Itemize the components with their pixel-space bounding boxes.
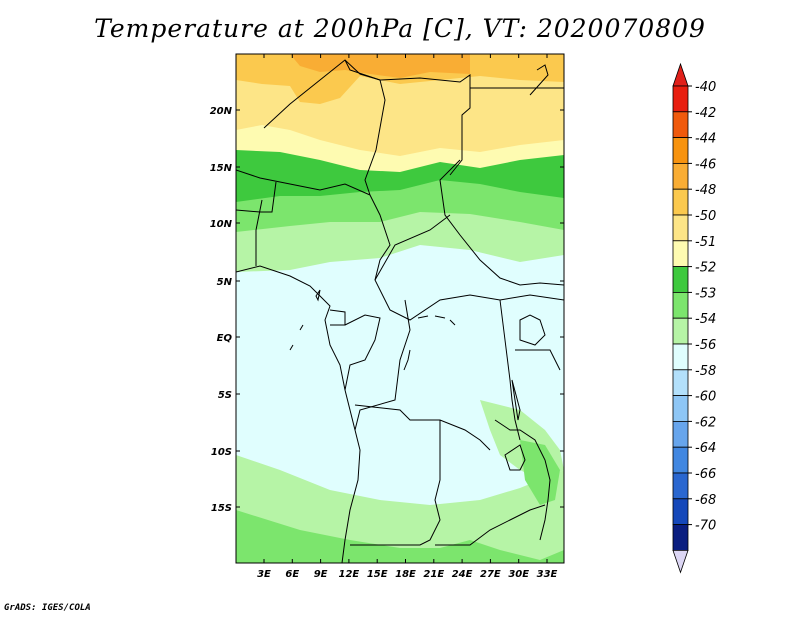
colorbar-label: -54 xyxy=(695,312,716,327)
lat-tick-label: 15N xyxy=(210,163,233,174)
colorbar-swatch xyxy=(672,369,689,396)
lon-tick-label: 24E xyxy=(452,569,473,580)
temperature-field xyxy=(236,54,564,563)
map-title: Temperature at 200hPa [C], VT: 202007080… xyxy=(94,14,706,43)
colorbar-label: -44 xyxy=(695,132,716,147)
colorbar: -40 -42 -44 -46 -48 -50 -51 -52 -53 -54 -56 -58 -60 -… xyxy=(672,62,716,574)
colorbar-swatch xyxy=(672,214,689,242)
colorbar-swatch xyxy=(672,524,689,551)
colorbar-label: -62 xyxy=(695,415,716,430)
lon-tick-label: 12E xyxy=(339,569,360,580)
colorbar-label: -60 xyxy=(695,390,716,405)
colorbar-label: -68 xyxy=(695,493,716,508)
colorbar-swatch xyxy=(672,291,689,319)
colorbar-label: -53 xyxy=(695,286,716,301)
colorbar-label: -40 xyxy=(695,80,716,95)
footer-credit: GrADS: IGES/COLA xyxy=(4,603,91,613)
lat-tick-label: 5S xyxy=(218,390,232,401)
colorbar-swatch xyxy=(672,111,689,139)
lon-tick-label: 33E xyxy=(537,569,558,580)
colorbar-swatch xyxy=(672,395,689,422)
colorbar-swatch xyxy=(672,446,689,474)
colorbar-label: -58 xyxy=(695,364,716,379)
lat-tick-label: 10N xyxy=(210,219,233,230)
colorbar-label: -70 xyxy=(695,519,716,534)
lon-tick-label: 9E xyxy=(314,569,328,580)
lon-tick-label: 18E xyxy=(395,569,416,580)
lon-tick-label: 3E xyxy=(257,569,271,580)
lon-tick-label: 30E xyxy=(508,569,529,580)
colorbar-label: -48 xyxy=(695,183,716,198)
colorbar-over-triangle xyxy=(672,62,689,87)
colorbar-swatch xyxy=(672,472,689,500)
plot-frame xyxy=(235,53,565,564)
latitude-axis: 20N 15N 10N 5N EQ 5S 10S 15S xyxy=(210,106,564,514)
lat-tick-label: 20N xyxy=(210,106,233,117)
colorbar-label: -42 xyxy=(695,106,716,121)
lon-tick-label: 6E xyxy=(285,569,299,580)
colorbar-swatch xyxy=(672,240,689,268)
colorbar-swatch xyxy=(672,188,689,216)
colorbar-label: -52 xyxy=(695,261,716,276)
longitude-axis: 3E 6E 9E 12E 15E 18E 21E 24E 27E 30E 33E xyxy=(257,54,558,580)
lat-tick-label: 5N xyxy=(217,277,233,288)
colorbar-swatch xyxy=(672,498,689,525)
lon-tick-label: 21E xyxy=(423,569,444,580)
colorbar-swatch xyxy=(672,162,689,190)
colorbar-swatch xyxy=(672,137,689,164)
lat-tick-label: 15S xyxy=(211,503,232,514)
colorbar-label: -50 xyxy=(695,209,716,224)
lat-tick-label: 10S xyxy=(211,447,232,458)
colorbar-label: -56 xyxy=(695,338,716,353)
colorbar-swatch xyxy=(672,317,689,345)
lat-tick-label: EQ xyxy=(217,333,233,344)
colorbar-under-triangle xyxy=(672,550,689,574)
colorbar-label: -51 xyxy=(695,235,716,250)
lon-tick-label: 27E xyxy=(480,569,501,580)
lon-tick-label: 15E xyxy=(367,569,388,580)
colorbar-swatch xyxy=(672,420,689,448)
colorbar-swatch xyxy=(672,85,689,113)
country-borders xyxy=(236,59,564,563)
colorbar-swatch xyxy=(672,266,689,293)
colorbar-swatch xyxy=(672,343,689,371)
colorbar-label: -46 xyxy=(695,157,716,172)
colorbar-label: -64 xyxy=(695,441,716,456)
colorbar-label: -66 xyxy=(695,467,716,482)
